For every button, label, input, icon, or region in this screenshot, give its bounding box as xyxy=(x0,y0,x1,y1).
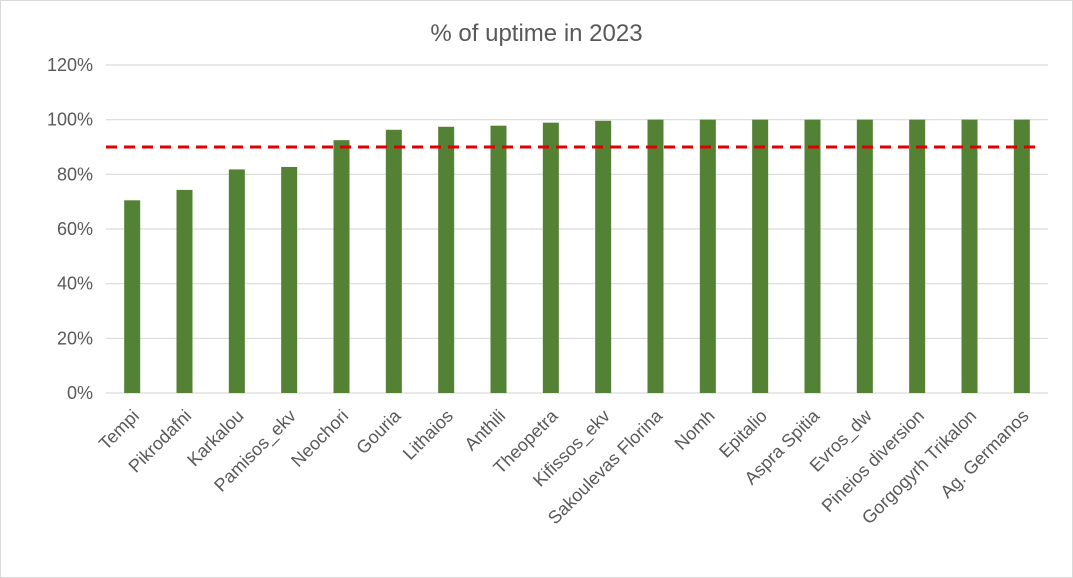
bar xyxy=(1013,119,1030,394)
x-tick-label: Anthili xyxy=(461,406,510,455)
y-axis-ticks: 0% 20% 40% 60% 80% 100% 120% xyxy=(47,55,93,403)
bar xyxy=(333,140,350,393)
x-tick-label: Lithaios xyxy=(399,406,457,464)
bar xyxy=(804,119,821,394)
y-tick-label: 100% xyxy=(47,110,93,130)
gridlines xyxy=(106,64,1048,394)
bar xyxy=(647,119,664,394)
bar xyxy=(856,119,873,394)
x-axis-ticks: TempiPikrodafniKarkalouPamisos_ekvNeocho… xyxy=(95,405,1033,528)
bars xyxy=(124,119,1030,394)
x-tick-label: Neochori xyxy=(287,406,352,471)
y-tick-label: 80% xyxy=(57,164,93,184)
x-tick-label: Nomh xyxy=(671,406,719,454)
chart-title: % of uptime in 2023 xyxy=(430,20,643,47)
bar xyxy=(281,166,298,393)
bar xyxy=(490,125,507,394)
bar xyxy=(385,129,402,393)
bar xyxy=(228,169,245,393)
y-tick-label: 0% xyxy=(67,383,93,403)
bar xyxy=(595,120,612,393)
y-tick-label: 60% xyxy=(57,219,93,239)
bar xyxy=(752,119,769,394)
bar xyxy=(124,200,141,393)
x-tick-label: Tempi xyxy=(95,406,143,454)
x-tick-label: Gouria xyxy=(352,405,405,458)
y-tick-label: 40% xyxy=(57,274,93,294)
bar xyxy=(961,119,978,394)
bar xyxy=(438,126,455,394)
y-tick-label: 20% xyxy=(57,328,93,348)
bar xyxy=(699,119,716,394)
bar xyxy=(909,119,926,394)
bar xyxy=(176,189,193,393)
y-tick-label: 120% xyxy=(47,55,93,75)
bar xyxy=(542,122,559,393)
